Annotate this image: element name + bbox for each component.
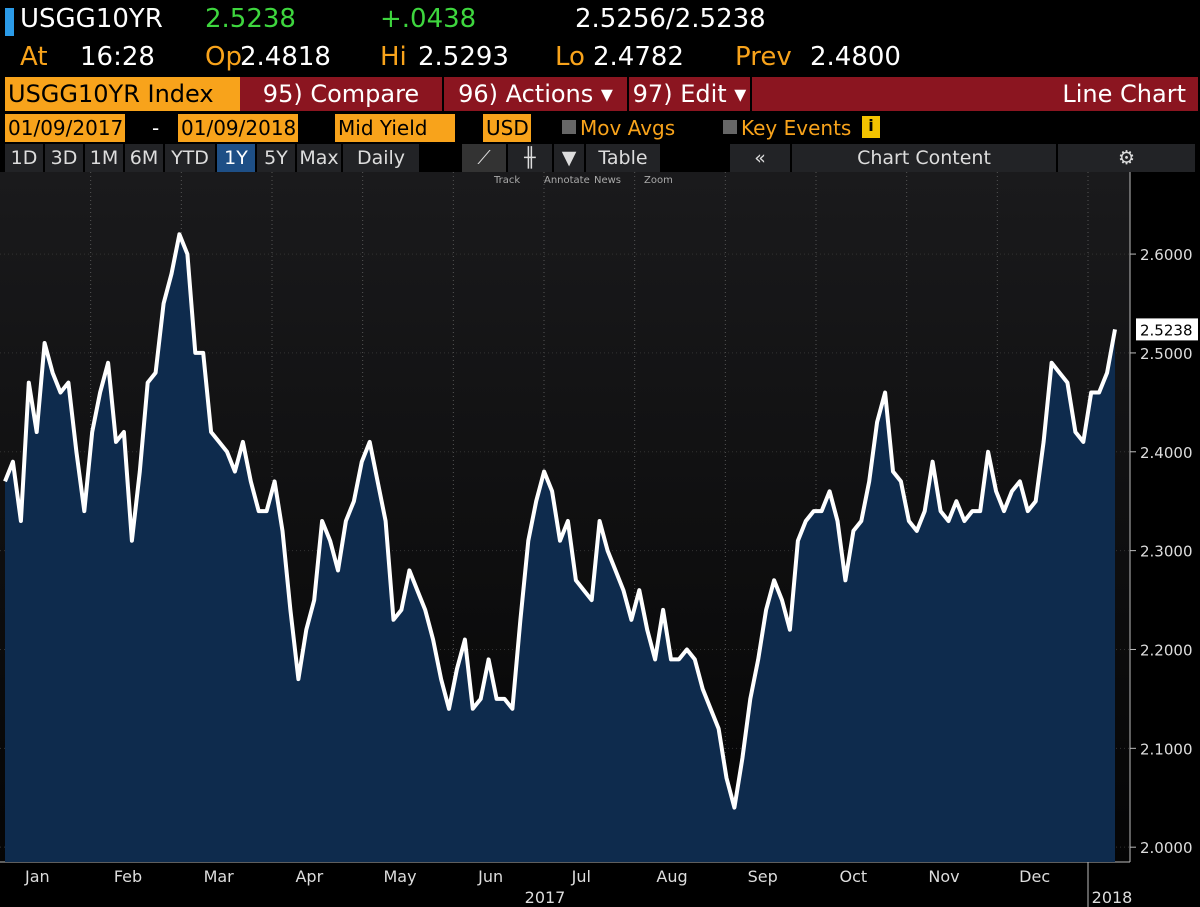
stat-label: Hi xyxy=(380,42,407,72)
range-button[interactable]: 3D xyxy=(45,144,83,172)
x-tick-label: Mar xyxy=(204,867,235,886)
end-date[interactable]: 01/09/2018 xyxy=(178,114,298,142)
y-tick-label: 2.0000 xyxy=(1140,839,1193,857)
collapse-button[interactable]: « xyxy=(730,144,790,172)
year-label: 2017 xyxy=(525,888,566,907)
tool-button[interactable]: News xyxy=(594,175,622,186)
x-tick-label: Nov xyxy=(928,867,959,886)
range-button[interactable]: Daily xyxy=(343,144,419,172)
stat-value: 2.5293 xyxy=(418,42,509,72)
y-tick-label: 2.6000 xyxy=(1140,246,1193,264)
checkbox[interactable] xyxy=(723,120,737,134)
stat-label: Prev xyxy=(735,42,792,72)
x-tick-label: Jan xyxy=(24,867,50,886)
date-separator: - xyxy=(152,116,160,140)
stat-value: 2.4782 xyxy=(593,42,684,72)
field-select[interactable]: Mid Yield xyxy=(335,114,455,142)
icon-dropdown[interactable]: ▼ xyxy=(554,144,584,172)
bid-ask: 2.5256/2.5238 xyxy=(575,4,766,34)
chart: Jan Feb Mar Apr May Jun Jul Aug Sep Oct Nov Dec 2.00… xyxy=(0,172,1198,907)
y-tick-label: 2.2000 xyxy=(1140,641,1193,659)
y-tick-label: 2.5000 xyxy=(1140,345,1193,363)
change: +.0438 xyxy=(380,4,477,34)
y-tick-label: 2.3000 xyxy=(1140,543,1193,561)
x-tick-label: Oct xyxy=(839,867,867,886)
x-tick-label: Sep xyxy=(748,867,778,886)
range-button[interactable]: YTD xyxy=(165,144,215,172)
x-tick-label: Jul xyxy=(571,867,591,886)
menu[interactable]: 96) Actions ▾ xyxy=(444,77,627,111)
stat-value: 16:28 xyxy=(80,42,155,72)
x-tick-label: Apr xyxy=(295,867,323,886)
menu[interactable]: 97) Edit ▾ xyxy=(629,77,750,111)
range-button[interactable]: 6M xyxy=(125,144,163,172)
x-tick-label: Feb xyxy=(114,867,142,886)
start-date[interactable]: 01/09/2017 xyxy=(5,114,125,142)
last-value-box xyxy=(1136,318,1198,341)
y-tick-label: 2.4000 xyxy=(1140,444,1193,462)
tool-button[interactable]: Track xyxy=(494,175,521,186)
tool-button[interactable]: Zoom xyxy=(644,175,673,186)
stat-label: At xyxy=(20,42,48,72)
line xyxy=(3,232,1117,810)
table-button[interactable]: Table xyxy=(586,144,660,172)
ticker-marker xyxy=(5,8,14,36)
x-tick-label: Aug xyxy=(656,867,687,886)
y-tick-label: 2.1000 xyxy=(1140,740,1193,758)
chart-content-button[interactable]: Chart Content xyxy=(792,144,1056,172)
range-button[interactable]: 5Y xyxy=(257,144,295,172)
x-tick-label: Jun xyxy=(477,867,503,886)
menu[interactable]: 95) Compare xyxy=(240,77,442,111)
x-tick-label: May xyxy=(383,867,416,886)
stat-value: 2.4800 xyxy=(810,42,901,72)
security-field[interactable]: USGG10YR Index xyxy=(5,77,241,111)
line-icon[interactable]: ⟋ xyxy=(462,144,506,172)
toggle-label[interactable]: Key Events xyxy=(741,116,852,140)
bar-icon[interactable]: ╫ xyxy=(508,144,552,172)
settings-gear[interactable]: ⚙ xyxy=(1058,144,1195,172)
x-tick-label: Dec xyxy=(1019,867,1050,886)
currency-select[interactable]: USD xyxy=(483,114,531,142)
stat-label: Lo xyxy=(555,42,585,72)
range-button[interactable]: 1D xyxy=(5,144,43,172)
info-icon[interactable]: i xyxy=(862,116,880,138)
view-name: Line Chart xyxy=(752,77,1198,111)
range-button[interactable]: Max xyxy=(297,144,341,172)
last-price: 2.5238 xyxy=(205,4,296,34)
tool-button[interactable]: Annotate xyxy=(544,175,590,186)
year-label: 2018 xyxy=(1092,888,1133,907)
ticker: USGG10YR xyxy=(20,4,163,34)
toggle-label[interactable]: Mov Avgs xyxy=(580,116,676,140)
stat-label: Op xyxy=(205,42,242,72)
last-value-label: 2.5238 xyxy=(1140,321,1193,339)
checkbox[interactable] xyxy=(562,120,576,134)
stat-value: 2.4818 xyxy=(240,42,331,72)
area xyxy=(5,234,1115,863)
range-button[interactable]: 1M xyxy=(85,144,123,172)
range-button[interactable]: 1Y xyxy=(217,144,255,172)
